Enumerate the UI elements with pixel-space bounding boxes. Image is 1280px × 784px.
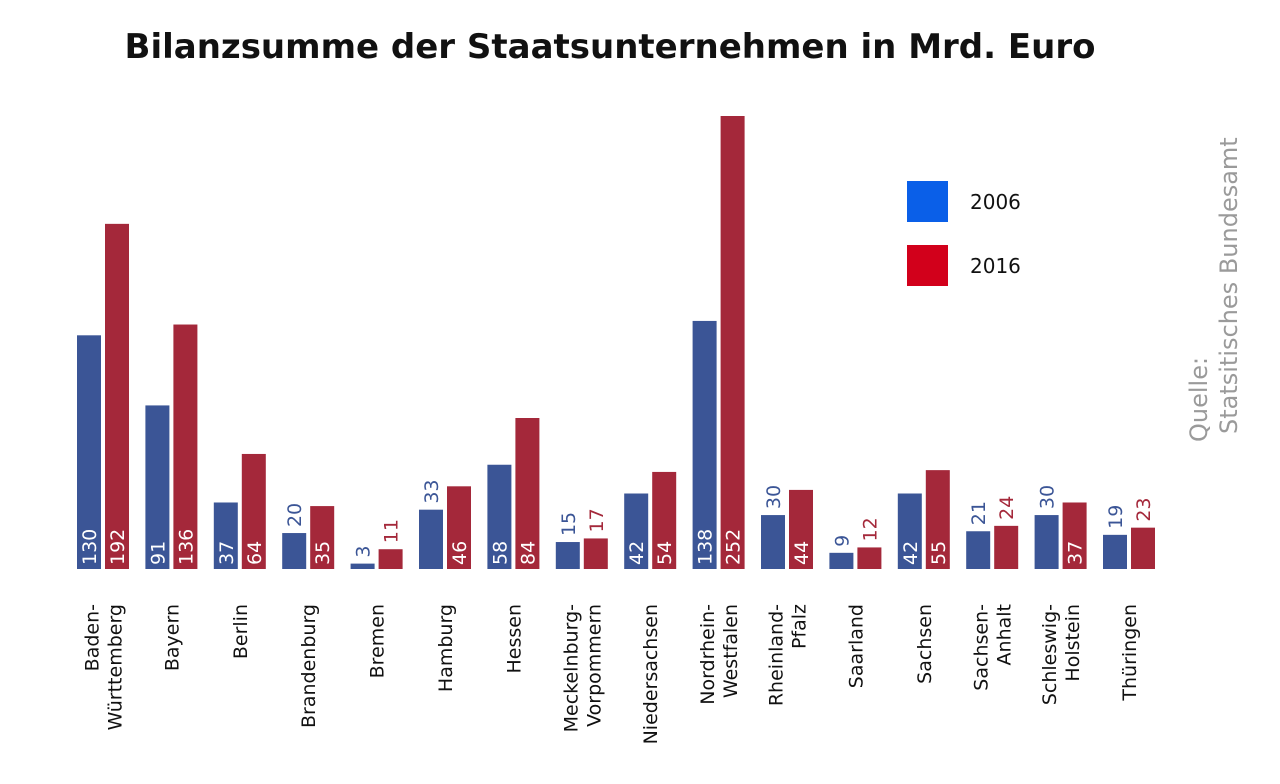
bar-rheinland-pfalz-2016 — [789, 489, 813, 569]
bar-brandenburg-2016 — [310, 506, 335, 569]
bar-thueringen-2016 — [1131, 527, 1155, 569]
value-label-brandenburg-2016: 35 — [312, 541, 334, 565]
category-label-niedersachsen: Niedersachsen — [640, 604, 662, 744]
bar-hamburg-2016 — [447, 486, 471, 569]
value-label-bremen-2016: 11 — [381, 519, 403, 543]
bar-berlin-2006 — [213, 502, 238, 569]
category-label-rheinland-pfalz-line-1: Rheinland- — [766, 604, 788, 706]
bar-hessen-2016 — [515, 418, 540, 569]
bar-sachsen-anhalt-2006 — [966, 531, 991, 569]
legend-label-2006: 2006 — [970, 190, 1021, 214]
bar-bayern-2006 — [145, 405, 170, 569]
legend: 2006 2016 — [907, 181, 1021, 286]
bar-sachsen-anhalt-2016 — [994, 525, 1019, 569]
source-label: Quelle: — [1185, 357, 1213, 442]
category-label-bayern: Bayern — [161, 604, 183, 671]
value-label-berlin-2016: 64 — [244, 541, 266, 565]
value-label-sachsen-2016: 55 — [928, 541, 950, 565]
value-label-rheinland-pfalz-2016: 44 — [791, 541, 813, 565]
value-label-rheinland-pfalz-2006: 30 — [763, 485, 785, 509]
category-label-sachsen-anhalt-line-1: Sachsen- — [971, 604, 993, 691]
bar-brandenburg-2006 — [282, 533, 307, 569]
category-label-hessen: Hessen — [503, 604, 525, 674]
bar-bayern-2016 — [173, 324, 198, 569]
value-label-sachsen-2006: 42 — [900, 541, 922, 565]
category-label-meckelnburg-vorpommern-line-2: Vorpommern — [583, 604, 605, 727]
bar-nordrhein-westfalen-2006 — [692, 320, 717, 569]
bar-thueringen-2006 — [1103, 534, 1127, 569]
bar-nordrhein-westfalen-2016 — [720, 116, 745, 569]
value-label-bayern-2016: 136 — [175, 529, 197, 565]
bar-baden-wuerttemberg-2016 — [105, 223, 129, 569]
category-label-hamburg: Hamburg — [435, 604, 457, 692]
bar-rheinland-pfalz-2006 — [761, 515, 785, 569]
category-label-baden-wuerttemberg-line-2: Württemberg — [105, 604, 127, 730]
value-label-sachsen-anhalt-2016: 24 — [996, 496, 1018, 520]
category-label-thueringen: Thüringen — [1119, 604, 1141, 702]
bar-schleswig-holstein-2016 — [1062, 502, 1087, 569]
category-label-nordrhein-westfalen-line-2: Westfalen — [720, 604, 742, 698]
bar-bremen-2016 — [378, 549, 403, 569]
value-label-hessen-2016: 84 — [517, 541, 539, 565]
legend-label-2016: 2016 — [970, 254, 1021, 278]
category-label-berlin: Berlin — [230, 604, 252, 659]
value-label-schleswig-holstein-2016: 37 — [1065, 541, 1087, 565]
value-label-bayern-2006: 91 — [147, 541, 169, 565]
category-label-rheinland-pfalz-line-2: Pfalz — [789, 604, 811, 649]
bar-niedersachsen-2006 — [624, 493, 649, 569]
value-label-nordrhein-westfalen-2016: 252 — [723, 529, 745, 565]
chart-title: Bilanzsumme der Staatsunternehmen in Mrd… — [125, 27, 1096, 67]
legend-swatch-2016 — [907, 245, 948, 286]
category-label-nordrhein-westfalen-line-1: Nordrhein- — [697, 604, 719, 705]
bar-bremen-2006 — [350, 563, 375, 569]
value-label-saarland-2016: 12 — [859, 517, 881, 541]
value-label-hessen-2006: 58 — [489, 541, 511, 565]
value-label-meckelnburg-vorpommern-2016: 17 — [586, 508, 608, 532]
bar-schleswig-holstein-2006 — [1034, 515, 1059, 569]
category-labels-layer: Baden- Württemberg Bayern Berlin Brandenburg… — [82, 604, 1142, 744]
value-label-meckelnburg-vorpommern-2006: 15 — [558, 512, 580, 536]
value-label-thueringen-2006: 19 — [1105, 505, 1127, 529]
category-label-schleswig-holstein-line-2: Holstein — [1062, 604, 1084, 682]
value-label-niedersachsen-2016: 54 — [654, 541, 676, 565]
value-label-baden-wuerttemberg-2016: 192 — [107, 529, 129, 565]
category-label-baden-wuerttemberg-line-1: Baden- — [82, 604, 104, 671]
category-label-sachsen: Sachsen — [914, 604, 936, 684]
value-label-niedersachsen-2006: 42 — [626, 541, 648, 565]
bar-hamburg-2006 — [419, 509, 443, 569]
category-label-saarland: Saarland — [845, 604, 867, 688]
bar-berlin-2016 — [241, 453, 266, 569]
value-label-saarland-2006: 9 — [831, 535, 853, 547]
value-label-thueringen-2016: 23 — [1133, 497, 1155, 521]
bars-layer — [77, 116, 1155, 569]
category-label-meckelnburg-vorpommern-line-1: Meckelnburg- — [560, 604, 582, 732]
bar-meckelnburg-vorpommern-2006 — [555, 542, 580, 569]
category-label-schleswig-holstein-line-1: Schleswig- — [1039, 604, 1061, 705]
value-label-sachsen-anhalt-2006: 21 — [968, 501, 990, 525]
value-label-nordrhein-westfalen-2006: 138 — [695, 529, 717, 565]
legend-swatch-2006 — [907, 181, 948, 222]
category-label-bremen: Bremen — [367, 604, 389, 678]
category-label-sachsen-anhalt-line-2: Anhalt — [994, 604, 1016, 665]
bar-sachsen-2006 — [897, 493, 922, 569]
value-label-brandenburg-2006: 20 — [284, 503, 306, 527]
value-label-berlin-2006: 37 — [216, 541, 238, 565]
bar-baden-wuerttemberg-2006 — [77, 335, 101, 569]
value-label-schleswig-holstein-2006: 30 — [1037, 485, 1059, 509]
source-note: Quelle: Statsitisches Bundesamt — [1185, 137, 1243, 442]
bar-meckelnburg-vorpommern-2016 — [583, 538, 608, 569]
value-label-bremen-2006: 3 — [353, 546, 375, 558]
bar-sachsen-2016 — [925, 470, 950, 569]
value-label-hamburg-2006: 33 — [421, 479, 443, 503]
category-label-brandenburg: Brandenburg — [298, 604, 320, 728]
bar-saarland-2006 — [829, 552, 854, 569]
bar-niedersachsen-2016 — [652, 471, 677, 569]
bar-hessen-2006 — [487, 464, 512, 569]
value-label-baden-wuerttemberg-2006: 130 — [79, 529, 101, 565]
source-name: Statsitisches Bundesamt — [1215, 137, 1243, 434]
bar-saarland-2016 — [857, 547, 882, 569]
value-label-hamburg-2016: 46 — [449, 541, 471, 565]
